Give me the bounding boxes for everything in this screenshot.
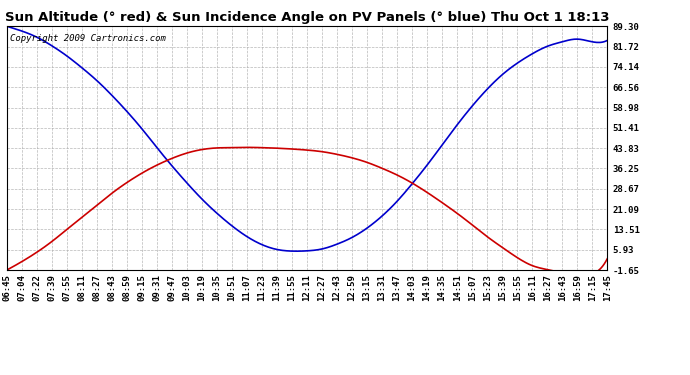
- Text: Copyright 2009 Cartronics.com: Copyright 2009 Cartronics.com: [10, 34, 166, 43]
- Title: Sun Altitude (° red) & Sun Incidence Angle on PV Panels (° blue) Thu Oct 1 18:13: Sun Altitude (° red) & Sun Incidence Ang…: [5, 11, 609, 24]
